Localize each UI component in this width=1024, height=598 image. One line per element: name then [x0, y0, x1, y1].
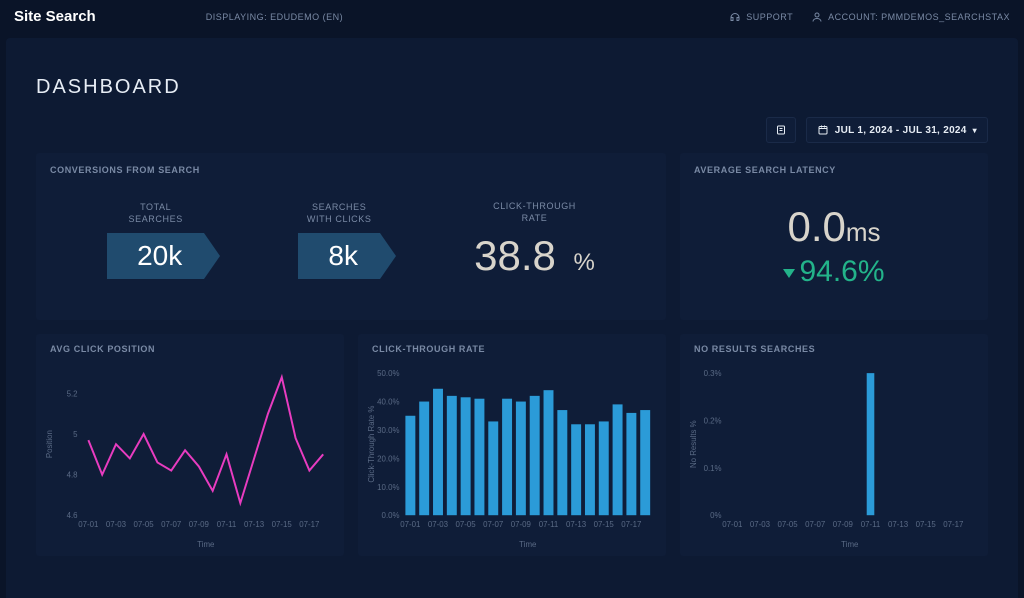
svg-text:4.8: 4.8	[67, 471, 79, 480]
total-searches: TOTAL SEARCHES 20k	[107, 202, 204, 279]
user-icon	[811, 11, 823, 23]
ctr-stat: CLICK-THROUGH RATE 38.8 %	[474, 201, 595, 280]
charts-grid: AVG CLICK POSITION 4.64.855.207-0107-030…	[36, 334, 988, 556]
svg-text:07-11: 07-11	[539, 520, 559, 529]
brand: Site Search	[14, 8, 96, 25]
top-grid: CONVERSIONS FROM SEARCH TOTAL SEARCHES 2…	[36, 153, 988, 320]
latency-panel: AVERAGE SEARCH LATENCY 0.0ms 94.6%	[680, 153, 988, 320]
svg-text:0.1%: 0.1%	[704, 464, 722, 473]
svg-text:07-13: 07-13	[888, 520, 909, 529]
displaying-tag: DISPLAYING: EDUDEMO (EN)	[206, 12, 343, 22]
searches-with-clicks: SEARCHES WITH CLICKS 8k	[298, 202, 380, 279]
svg-text:07-13: 07-13	[566, 520, 587, 529]
ctr-panel: CLICK-THROUGH RATE 0.0% 10.0% 20.0% 30.0% 40…	[358, 334, 666, 556]
conversions-panel: CONVERSIONS FROM SEARCH TOTAL SEARCHES 2…	[36, 153, 666, 320]
avg-click-chart: 4.6 4.8 5 5.2 07-01 07-03 07-05 07-07 07-09 07-11…	[42, 362, 338, 552]
clicks-label: SEARCHES WITH CLICKS	[298, 202, 380, 225]
no-results-chart: 0% 0.1% 0.2% 0.3% 07-01 07-03 07-05 07-07 07-09 0…	[686, 362, 982, 552]
latency-pct: 94.6%	[694, 255, 974, 289]
svg-text:Time: Time	[841, 540, 859, 549]
svg-text:07-01: 07-01	[78, 520, 98, 529]
svg-text:07-03: 07-03	[750, 520, 771, 529]
svg-text:40.0%: 40.0%	[377, 398, 399, 407]
svg-text:07-03: 07-03	[428, 520, 449, 529]
svg-text:07-07: 07-07	[161, 520, 181, 529]
ctr-label: CLICK-THROUGH RATE	[474, 201, 595, 224]
svg-text:Position: Position	[45, 431, 54, 459]
calendar-icon	[817, 124, 829, 136]
ctr-value: 38.8	[474, 232, 556, 279]
support-label: SUPPORT	[746, 12, 793, 22]
svg-text:07-09: 07-09	[833, 520, 853, 529]
svg-text:Time: Time	[519, 540, 537, 549]
svg-text:07-05: 07-05	[456, 520, 477, 529]
svg-text:07-17: 07-17	[943, 520, 963, 529]
controls-row: JUL 1, 2024 - JUL 31, 2024 ▾	[36, 117, 988, 143]
svg-text:0.0%: 0.0%	[382, 512, 400, 521]
svg-text:07-03: 07-03	[106, 520, 127, 529]
svg-text:Time: Time	[197, 540, 215, 549]
latency-pct-value: 94.6%	[799, 255, 884, 288]
date-range-label: JUL 1, 2024 - JUL 31, 2024	[835, 125, 967, 136]
svg-text:20.0%: 20.0%	[377, 455, 399, 464]
clicks-value: 8k	[298, 233, 380, 279]
svg-text:07-07: 07-07	[805, 520, 825, 529]
total-searches-value: 20k	[107, 233, 204, 279]
export-button[interactable]	[766, 117, 796, 143]
svg-text:07-11: 07-11	[861, 520, 881, 529]
ctr-chart: 0.0% 10.0% 20.0% 30.0% 40.0% 50.0% 07-01 07-03 0…	[364, 362, 660, 552]
support-link[interactable]: SUPPORT	[729, 11, 793, 23]
down-triangle-icon	[783, 269, 795, 278]
no-results-header: NO RESULTS SEARCHES	[686, 344, 982, 354]
no-results-panel: NO RESULTS SEARCHES 0%0.1%0.2%0.3%07-010…	[680, 334, 988, 556]
page-title: DASHBOARD	[36, 76, 988, 99]
headset-icon	[729, 11, 741, 23]
svg-text:0%: 0%	[710, 512, 721, 521]
svg-text:0.3%: 0.3%	[704, 369, 722, 378]
svg-text:10.0%: 10.0%	[377, 483, 399, 492]
svg-text:07-09: 07-09	[189, 520, 209, 529]
svg-text:07-07: 07-07	[483, 520, 503, 529]
topbar: Site Search DISPLAYING: EDUDEMO (EN) SUP…	[0, 0, 1024, 34]
svg-text:07-17: 07-17	[299, 520, 319, 529]
svg-text:30.0%: 30.0%	[377, 426, 399, 435]
svg-text:5: 5	[73, 430, 78, 439]
svg-text:07-01: 07-01	[722, 520, 742, 529]
latency-unit: ms	[846, 217, 881, 247]
svg-text:4.6: 4.6	[67, 512, 79, 521]
svg-text:07-13: 07-13	[244, 520, 265, 529]
svg-text:07-11: 07-11	[217, 520, 237, 529]
svg-text:07-09: 07-09	[511, 520, 531, 529]
conversions-header: CONVERSIONS FROM SEARCH	[50, 165, 652, 175]
ctr-chart-header: CLICK-THROUGH RATE	[364, 344, 660, 354]
svg-text:50.0%: 50.0%	[377, 369, 399, 378]
svg-text:07-05: 07-05	[134, 520, 155, 529]
svg-text:07-01: 07-01	[400, 520, 420, 529]
svg-text:Click-Through Rate %: Click-Through Rate %	[367, 406, 376, 483]
svg-text:07-05: 07-05	[778, 520, 799, 529]
page: DASHBOARD JUL 1, 2024 - JUL 31, 2024 ▾ C…	[6, 38, 1018, 598]
chevron-down-icon: ▾	[973, 126, 977, 135]
latency-header: AVERAGE SEARCH LATENCY	[694, 165, 974, 175]
avg-click-header: AVG CLICK POSITION	[42, 344, 338, 354]
svg-text:No Results %: No Results %	[689, 421, 698, 469]
ctr-unit: %	[574, 249, 595, 276]
latency-value: 0.0	[787, 203, 845, 250]
svg-text:0.2%: 0.2%	[704, 417, 722, 426]
account-link[interactable]: ACCOUNT: PMMDEMOS_SEARCHSTAX	[811, 11, 1010, 23]
svg-text:07-15: 07-15	[916, 520, 937, 529]
note-icon	[775, 124, 787, 136]
account-label: ACCOUNT: PMMDEMOS_SEARCHSTAX	[828, 12, 1010, 22]
svg-text:5.2: 5.2	[67, 390, 78, 399]
avg-click-panel: AVG CLICK POSITION 4.6 4.8 5 5.2 07-01 07-03 0…	[36, 334, 344, 556]
total-searches-label: TOTAL SEARCHES	[107, 202, 204, 225]
svg-text:07-15: 07-15	[272, 520, 293, 529]
date-range-button[interactable]: JUL 1, 2024 - JUL 31, 2024 ▾	[806, 117, 988, 143]
svg-text:07-15: 07-15	[594, 520, 615, 529]
svg-text:07-17: 07-17	[621, 520, 641, 529]
